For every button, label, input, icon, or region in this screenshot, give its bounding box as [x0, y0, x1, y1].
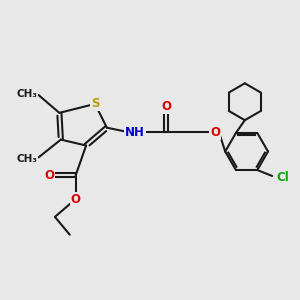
- Text: S: S: [91, 98, 99, 110]
- Text: O: O: [161, 100, 171, 113]
- Text: NH: NH: [125, 126, 145, 139]
- Text: O: O: [71, 193, 81, 206]
- Text: Cl: Cl: [277, 171, 290, 184]
- Text: O: O: [210, 126, 220, 139]
- Text: CH₃: CH₃: [16, 88, 37, 98]
- Text: CH₃: CH₃: [16, 154, 37, 164]
- Text: O: O: [44, 169, 54, 182]
